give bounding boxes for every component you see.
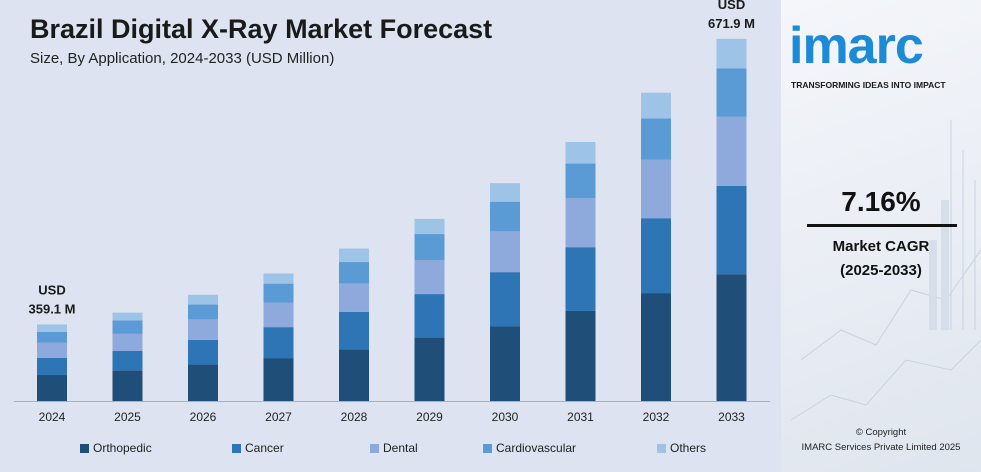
bar-segment-others-2025 <box>112 312 143 321</box>
bar-segment-others-2024 <box>37 324 67 332</box>
cagr-period: (2025-2033) <box>840 262 922 279</box>
bar-segment-cardiovascular-2030 <box>490 201 520 232</box>
x-tick-label-2025: 2025 <box>114 410 141 424</box>
legend-item-cancer: Cancer <box>232 441 284 455</box>
bar-segment-cancer-2029 <box>414 294 445 338</box>
x-tick-label-2024: 2024 <box>39 410 66 424</box>
legend-swatch-cancer <box>232 443 241 453</box>
x-tick-label-2033: 2033 <box>718 410 745 424</box>
bar-segment-others-2033 <box>716 38 747 69</box>
bar-segment-cancer-2024 <box>37 357 67 376</box>
legend-label-dental: Dental <box>383 441 418 455</box>
bar-segment-others-2028 <box>339 248 369 263</box>
legend-item-others: Others <box>657 441 706 455</box>
legend-label-others: Others <box>670 441 707 455</box>
legend-label-cardiovascular: Cardiovascular <box>496 441 577 455</box>
x-tick-label-2027: 2027 <box>265 410 292 424</box>
bar-segment-orthopedic-2028 <box>339 349 369 401</box>
chart-legend: Orthopedic Cancer Dental Cardiovascular Othe… <box>80 441 730 459</box>
bar-segment-dental-2027 <box>263 302 294 328</box>
x-tick-label-2026: 2026 <box>190 410 217 424</box>
legend-item-cardiovascular: Cardiovascular <box>483 441 576 455</box>
bar-segment-orthopedic-2025 <box>112 370 143 401</box>
bar-segment-dental-2032 <box>641 159 671 219</box>
brand-sidebar: imarc TRANSFORMING IDEAS INTO IMPACT 7.1… <box>781 0 981 472</box>
imarc-logo: imarc <box>789 17 924 75</box>
bar-segment-dental-2024 <box>37 342 67 358</box>
legend-item-orthopedic: Orthopedic <box>80 441 152 455</box>
bar-segment-dental-2029 <box>414 260 445 295</box>
plot-area: 2024 2025 2026 2027 2028 2029 2030 2031 2032 2033… <box>14 0 770 424</box>
total-annotation-currency-2024: USD <box>38 282 65 297</box>
cagr-divider <box>807 224 957 227</box>
legend-swatch-orthopedic <box>80 443 89 453</box>
cagr-value: 7.16% <box>841 186 921 217</box>
total-annotation-value-2024: 359.1 M <box>29 301 76 316</box>
bar-segment-orthopedic-2027 <box>263 358 294 401</box>
bar-segment-cancer-2032 <box>641 218 671 294</box>
x-tick-label-2029: 2029 <box>416 410 443 424</box>
x-tick-label-2031: 2031 <box>567 410 594 424</box>
bar-segment-cardiovascular-2032 <box>641 118 671 160</box>
chart-panel: Brazil Digital X-Ray Market Forecast Siz… <box>0 0 781 472</box>
bar-segment-cardiovascular-2024 <box>37 331 67 343</box>
bar-segment-orthopedic-2033 <box>716 274 747 401</box>
bar-segment-dental-2033 <box>716 116 747 186</box>
legend-label-cancer: Cancer <box>245 441 284 455</box>
bar-segment-orthopedic-2029 <box>414 337 445 401</box>
bar-segment-cardiovascular-2033 <box>716 68 747 117</box>
chart-title: Brazil Digital X-Ray Market Forecast <box>30 14 493 44</box>
bar-segment-others-2026 <box>188 294 218 305</box>
bar-segment-dental-2030 <box>490 231 520 273</box>
bar-segment-cardiovascular-2028 <box>339 262 369 284</box>
bar-segment-cancer-2033 <box>716 185 747 275</box>
x-tick-label-2030: 2030 <box>492 410 519 424</box>
bar-segment-others-2027 <box>263 273 294 284</box>
bar-segment-cardiovascular-2029 <box>414 234 445 261</box>
legend-swatch-dental <box>370 443 379 453</box>
x-tick-label-2028: 2028 <box>341 410 368 424</box>
bar-segment-cancer-2027 <box>263 327 294 359</box>
bar-segment-cancer-2026 <box>188 339 218 365</box>
bar-segment-cardiovascular-2031 <box>565 163 596 199</box>
bar-segment-dental-2028 <box>339 283 369 312</box>
copyright-notice: © Copyright <box>855 427 907 438</box>
total-annotation-value-2033: 671.9 M <box>708 16 755 31</box>
bar-segment-orthopedic-2024 <box>37 375 67 401</box>
legend-item-dental: Dental <box>370 441 418 455</box>
bar-segment-dental-2026 <box>188 319 218 340</box>
logo-tagline: TRANSFORMING IDEAS INTO IMPACT <box>791 80 946 90</box>
total-annotation-currency-2033: USD <box>718 0 745 12</box>
bar-segment-orthopedic-2030 <box>490 326 520 401</box>
bar-segment-cancer-2030 <box>490 272 520 327</box>
legend-swatch-cardiovascular <box>483 443 492 453</box>
bar-segment-cancer-2031 <box>565 247 596 311</box>
legend-label-orthopedic: Orthopedic <box>93 441 152 455</box>
bar-segment-cardiovascular-2025 <box>112 320 143 334</box>
bar-segment-orthopedic-2032 <box>641 293 671 401</box>
bar-segment-dental-2025 <box>112 333 143 351</box>
background-graph-decoration <box>790 120 981 421</box>
bar-segment-others-2031 <box>565 141 596 164</box>
bar-segment-cardiovascular-2027 <box>263 283 294 303</box>
bar-segment-cardiovascular-2026 <box>188 304 218 320</box>
legend-swatch-others <box>657 443 666 453</box>
bar-segment-orthopedic-2026 <box>188 364 218 401</box>
bar-segment-others-2030 <box>490 183 520 202</box>
bar-segment-dental-2031 <box>565 198 596 248</box>
bar-segment-orthopedic-2031 <box>565 310 596 401</box>
chart-subtitle: Size, By Application, 2024-2033 (USD Mil… <box>30 50 335 67</box>
bar-segment-others-2029 <box>414 218 445 235</box>
copyright-company: IMARC Services Private Limited 2025 <box>801 442 961 453</box>
x-tick-label-2032: 2032 <box>643 410 670 424</box>
bar-segment-cancer-2025 <box>112 350 143 371</box>
cagr-label: Market CAGR <box>832 238 930 255</box>
bar-segment-others-2032 <box>641 92 671 119</box>
bar-segment-cancer-2028 <box>339 311 369 350</box>
